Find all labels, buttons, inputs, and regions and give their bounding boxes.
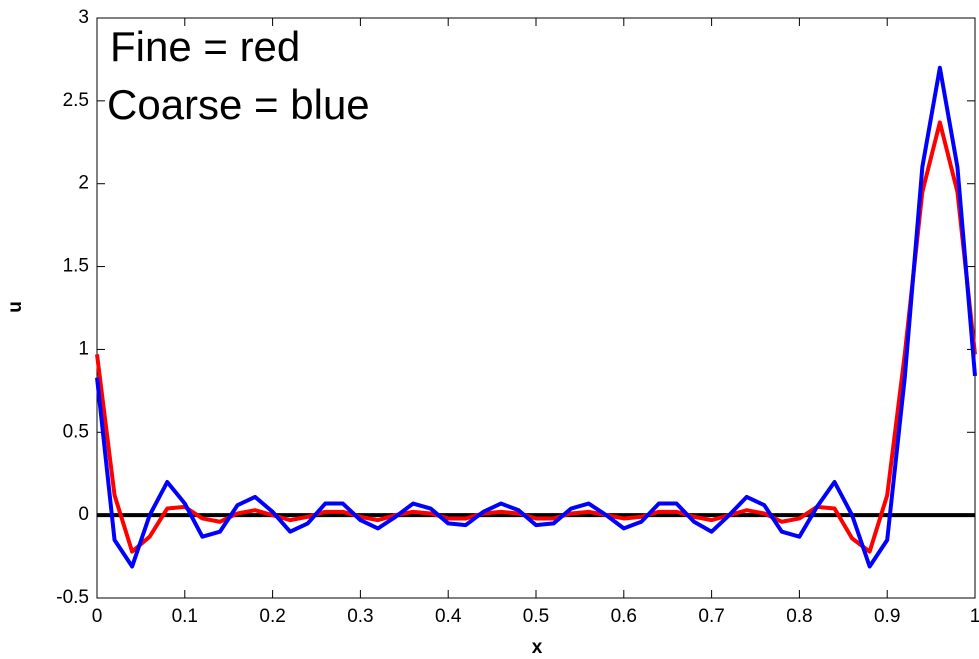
x-tick-label: 0.8 bbox=[786, 606, 812, 627]
series-line bbox=[95, 65, 977, 569]
x-tick-label: 0.5 bbox=[523, 606, 549, 627]
y-tick-label: -0.5 bbox=[56, 587, 89, 608]
x-axis-label: x bbox=[532, 637, 543, 658]
x-tick-label: 0 bbox=[92, 606, 103, 627]
annotation: Coarse = blue bbox=[107, 81, 370, 128]
y-tick-label: 1 bbox=[78, 338, 89, 359]
y-tick-label: 0 bbox=[78, 504, 89, 525]
y-tick-label: 0.5 bbox=[63, 421, 89, 442]
x-tick-label: 0.6 bbox=[611, 606, 637, 627]
y-tick-label: 2.5 bbox=[63, 90, 89, 111]
x-tick-label: 0.4 bbox=[435, 606, 462, 627]
annotation: Fine = red bbox=[110, 23, 300, 70]
y-axis-label: u bbox=[5, 301, 26, 313]
x-tick-label: 0.3 bbox=[347, 606, 373, 627]
y-tick-label: 1.5 bbox=[63, 256, 89, 277]
x-tick-label: 0.2 bbox=[259, 606, 285, 627]
y-tick-label: 2 bbox=[78, 173, 89, 194]
x-tick-label: 0.9 bbox=[874, 606, 900, 627]
y-tick-label: 3 bbox=[78, 7, 89, 28]
x-tick-label: 1 bbox=[970, 606, 979, 627]
x-tick-label: 0.7 bbox=[698, 606, 724, 627]
x-tick-label: 0.1 bbox=[172, 606, 198, 627]
series-line bbox=[95, 120, 977, 554]
